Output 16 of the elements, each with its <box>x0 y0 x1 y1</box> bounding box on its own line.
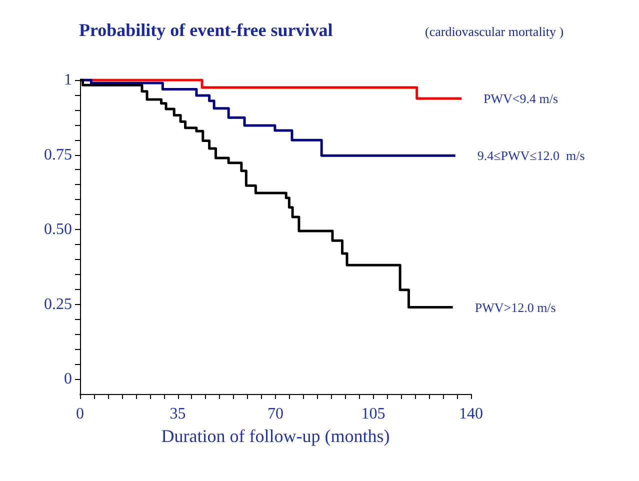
y-tick-label: 0.50 <box>44 221 72 238</box>
x-tick-label: 70 <box>268 406 284 422</box>
x-tick-label: 105 <box>361 406 386 422</box>
y-tick-label: 0 <box>64 370 72 388</box>
y-tick-label: 0.75 <box>44 146 72 164</box>
series-label: PWV<9.4 m/s <box>484 91 558 106</box>
chart-title: Probability of event-free survival <box>79 20 333 40</box>
x-tick-label: 140 <box>459 406 483 422</box>
y-tick-label: 1 <box>64 72 72 88</box>
x-axis-title: Duration of follow-up (months) <box>161 426 390 446</box>
x-tick-label: 35 <box>170 406 186 422</box>
series-label: PWV>12.0 m/s <box>474 300 556 315</box>
x-tick-label: 0 <box>76 406 84 422</box>
chart-subtitle: (cardiovascular mortality ) <box>425 24 564 39</box>
series-label: 9.4≤PWV≤12.0 m/s <box>477 148 585 164</box>
y-tick-label: 0.25 <box>44 296 72 313</box>
